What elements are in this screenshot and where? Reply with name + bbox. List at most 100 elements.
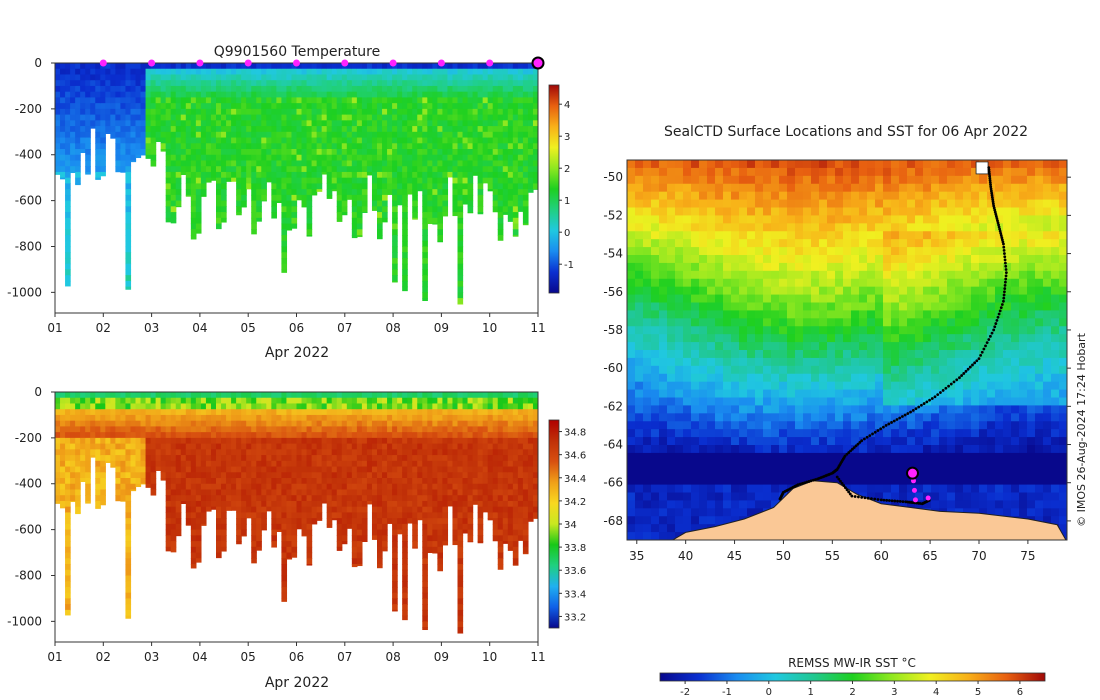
section-cell [387, 403, 393, 410]
section-cell [271, 529, 277, 536]
section-cell [75, 166, 81, 173]
section-cell [80, 460, 86, 468]
section-cell [427, 518, 433, 525]
section-cell [226, 126, 232, 133]
section-cell [517, 194, 524, 202]
section-cell [527, 166, 534, 173]
section-cell [512, 564, 519, 566]
section-cell [442, 455, 449, 462]
section-cell [195, 194, 202, 202]
section-cell [402, 472, 408, 479]
section-cell [447, 443, 454, 450]
section-cell [200, 108, 207, 116]
section-cell [236, 489, 242, 496]
section-cell [95, 495, 101, 502]
section-cell [502, 68, 509, 76]
section-cell [407, 137, 413, 144]
section-cell [216, 91, 222, 99]
section-cell [321, 483, 328, 491]
section-cell [296, 177, 303, 185]
section-cell [412, 74, 418, 81]
section-cell [216, 518, 222, 525]
section-cell [80, 443, 86, 450]
section-cell [412, 217, 418, 220]
section-cell [522, 91, 529, 99]
section-cell [65, 546, 71, 554]
section-cell [271, 397, 277, 405]
section-cell [512, 120, 519, 127]
section-cell [507, 183, 514, 190]
section-cell [407, 85, 413, 93]
section-cell [532, 103, 538, 110]
section-cell [246, 409, 252, 416]
section-cell [351, 154, 358, 162]
section-cell [216, 223, 222, 230]
section-cell [125, 615, 132, 619]
section-cell [60, 137, 66, 144]
section-cell [160, 397, 167, 405]
section-cell [492, 183, 499, 190]
section-cell [311, 166, 318, 173]
section-cell [507, 529, 514, 536]
section-cell [236, 443, 242, 450]
section-cell [452, 137, 459, 144]
section-cell [382, 63, 388, 70]
section-cell [55, 397, 61, 405]
section-cell [286, 466, 293, 473]
section-cell [527, 483, 534, 491]
section-cell [75, 126, 81, 133]
section-cell [502, 437, 509, 445]
section-cell [442, 171, 449, 179]
section-cell [281, 397, 288, 405]
section-cell [467, 68, 474, 76]
section-cell [221, 449, 227, 456]
section-cell [361, 397, 368, 405]
section-cell [427, 403, 433, 410]
section-cell [266, 489, 272, 496]
section-cell [281, 257, 288, 265]
section-cell [55, 478, 61, 485]
section-cell [65, 500, 71, 508]
section-cell [397, 154, 403, 162]
section-cell [70, 143, 76, 150]
section-cell [477, 397, 484, 405]
section-cell [417, 80, 423, 87]
section-cell [271, 131, 277, 139]
section-cell [170, 217, 177, 224]
section-cell [467, 149, 474, 156]
section-cell [517, 80, 524, 87]
section-cell [205, 74, 212, 81]
section-cell [311, 143, 318, 150]
section-cell [236, 189, 242, 196]
section-cell [281, 263, 288, 271]
section-cell [341, 392, 348, 399]
section-cell [477, 200, 484, 207]
section-cell [512, 414, 519, 422]
section-cell [135, 68, 142, 76]
section-cell [507, 483, 514, 491]
section-cell [427, 108, 433, 116]
section-cell [517, 414, 524, 422]
section-cell [346, 137, 353, 144]
section-cell [271, 403, 277, 410]
section-cell [356, 68, 363, 76]
section-cell [125, 235, 132, 242]
section-cell [190, 200, 197, 207]
section-cell [221, 171, 227, 179]
section-cell [281, 403, 288, 410]
section-cell [507, 189, 514, 196]
section-cell [517, 108, 524, 116]
section-cell [371, 420, 378, 428]
section-cell [457, 426, 464, 433]
section-cell [140, 403, 147, 410]
section-cell [70, 472, 76, 479]
section-cell [462, 149, 469, 156]
section-cell [331, 426, 338, 433]
section-cell [452, 68, 459, 76]
section-cell [170, 535, 177, 542]
section-cell [397, 103, 403, 110]
section-cell [195, 217, 202, 225]
section-cell [306, 212, 313, 219]
section-cell [95, 489, 101, 496]
section-cell [422, 443, 428, 450]
